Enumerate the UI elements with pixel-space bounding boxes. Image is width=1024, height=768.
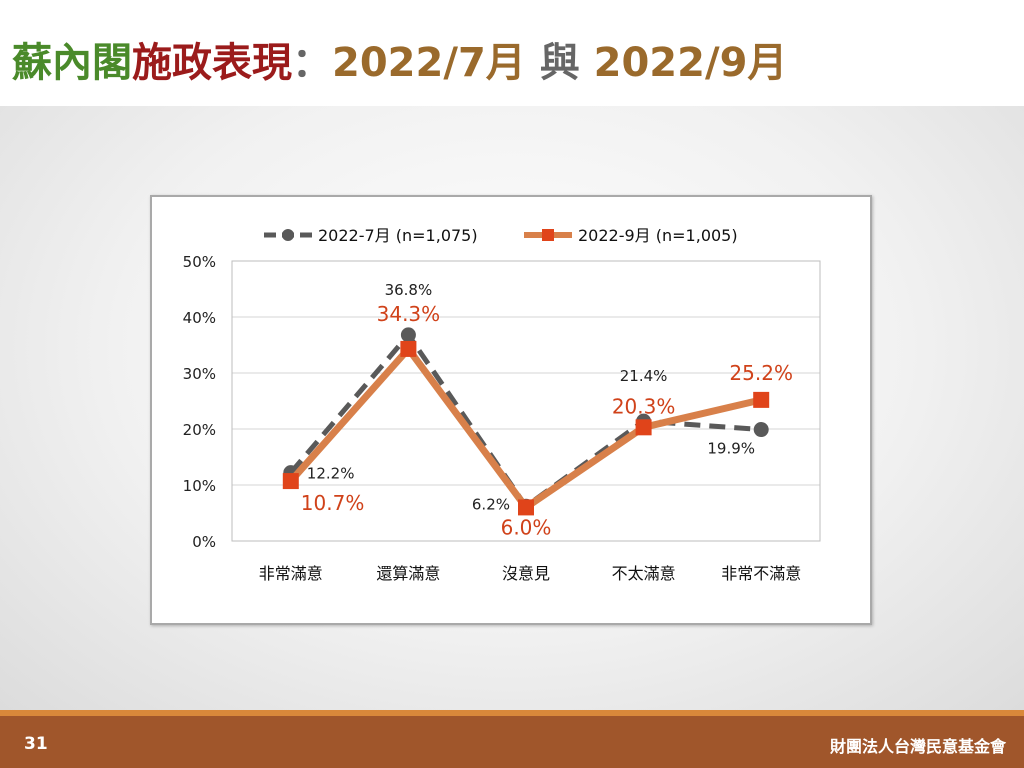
title-conjunction: 與	[525, 40, 594, 86]
organization-name: 財團法人台灣民意基金會	[829, 737, 1006, 756]
y-tick-label: 20%	[183, 421, 216, 439]
legend-marker-sep	[542, 229, 554, 241]
title-part-performance: 施政表現	[132, 40, 292, 86]
legend-label-jul: 2022-7月 (n=1,075)	[318, 226, 478, 245]
data-label-sep: 6.0%	[501, 515, 552, 539]
line-chart: 0% 10% 20% 30% 40% 50% 非常滿意 還算滿意 沒意見 不太滿意 非常不滿意 12.…	[183, 226, 821, 583]
footer-stripe	[0, 710, 1024, 716]
chart-panel: 0% 10% 20% 30% 40% 50% 非常滿意 還算滿意 沒意見 不太滿意 非常不滿意 12.…	[150, 195, 872, 625]
page-number: 31	[24, 734, 48, 754]
title-separator: ：	[292, 40, 332, 86]
data-label-jul: 6.2%	[472, 495, 510, 513]
series-point-sep	[282, 473, 299, 490]
x-tick-label: 不太滿意	[612, 564, 676, 583]
y-tick-label: 50%	[183, 253, 216, 271]
y-tick-label: 40%	[183, 309, 216, 327]
x-tick-label: 非常不滿意	[721, 564, 801, 583]
slide-title: 蘇內閣施政表現：2022/7月 與 2022/9月	[12, 30, 787, 88]
series-point-sep	[753, 391, 770, 408]
legend-marker-jul	[282, 229, 294, 241]
data-label-sep: 10.7%	[301, 491, 365, 515]
footer-bar: 31 財團法人台灣民意基金會	[0, 716, 1024, 768]
data-label-sep: 25.2%	[729, 361, 793, 385]
legend-label-sep: 2022-9月 (n=1,005)	[578, 226, 738, 245]
title-date-sep: 2022/9月	[593, 40, 788, 86]
title-bar: 蘇內閣施政表現：2022/7月 與 2022/9月	[0, 0, 1024, 106]
data-label-sep: 20.3%	[612, 394, 676, 418]
data-label-jul: 12.2%	[307, 465, 355, 483]
x-tick-label: 非常滿意	[259, 564, 323, 583]
series-point-jul	[753, 422, 769, 438]
series-point-jul	[400, 327, 416, 343]
data-label-jul: 21.4%	[620, 367, 668, 385]
x-tick-label: 還算滿意	[376, 564, 440, 583]
plot-area	[231, 260, 821, 542]
title-part-cabinet: 蘇內閣	[12, 40, 132, 86]
series-line-jul	[288, 332, 762, 509]
y-tick-label: 10%	[183, 477, 216, 495]
y-tick-label: 0%	[192, 533, 216, 551]
x-tick-label: 沒意見	[502, 564, 550, 583]
series-point-sep	[400, 340, 417, 357]
series-point-sep	[635, 419, 652, 436]
series-point-sep	[518, 499, 534, 516]
data-label-jul: 19.9%	[707, 440, 755, 458]
data-label-sep: 34.3%	[377, 302, 441, 326]
title-date-jul: 2022/7月	[332, 40, 526, 86]
y-tick-label: 30%	[183, 365, 216, 383]
data-label-jul: 36.8%	[385, 281, 433, 299]
